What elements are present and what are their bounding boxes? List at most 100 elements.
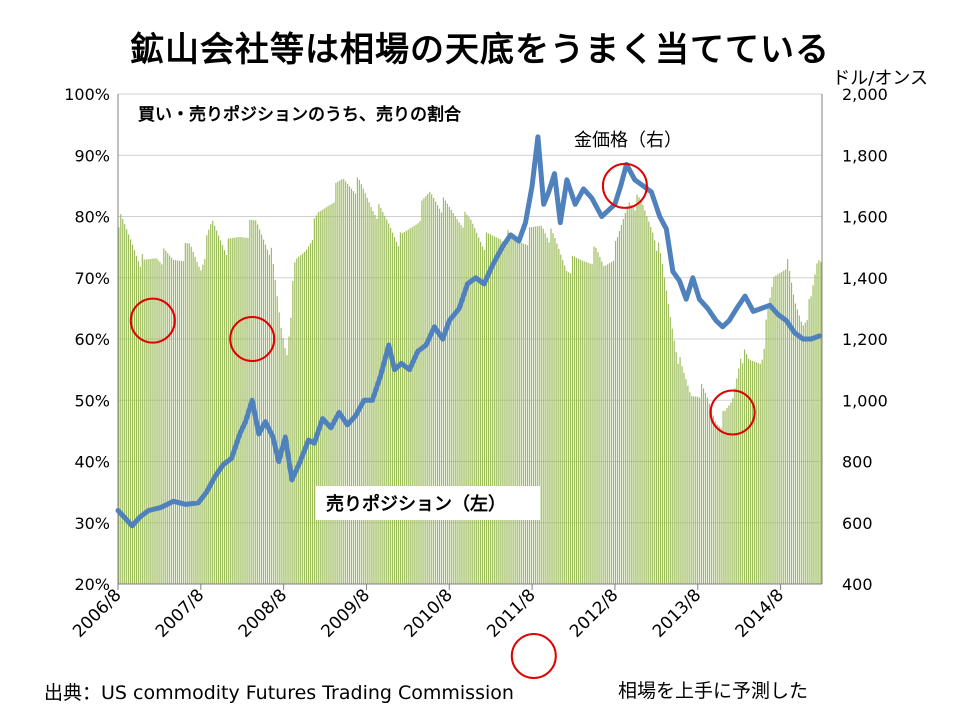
- bar: [495, 237, 497, 584]
- right-tick-label: 800: [842, 453, 873, 472]
- bar: [722, 411, 724, 584]
- bar: [304, 251, 306, 584]
- bar: [589, 263, 591, 584]
- bar: [493, 236, 495, 584]
- bar: [309, 243, 312, 584]
- bar: [820, 261, 822, 584]
- bar: [685, 379, 687, 584]
- bar: [683, 372, 685, 584]
- bar: [122, 219, 124, 584]
- bar: [650, 227, 652, 585]
- bar: [489, 234, 491, 584]
- bar: [300, 255, 302, 584]
- bar: [266, 249, 269, 584]
- bar: [675, 352, 677, 584]
- bar: [749, 360, 752, 584]
- bar: [491, 235, 493, 584]
- bar: [753, 361, 755, 584]
- right-tick-label: 1,600: [842, 208, 888, 227]
- bar: [176, 260, 179, 584]
- bar: [393, 237, 396, 585]
- bar: [532, 226, 534, 584]
- bar: [681, 366, 683, 584]
- bar: [413, 225, 415, 584]
- bar: [669, 317, 671, 584]
- bar: [712, 415, 714, 584]
- bar: [278, 312, 280, 584]
- bar: [452, 213, 454, 584]
- x-tick-label: 2012/8: [566, 585, 622, 641]
- bar: [243, 237, 245, 585]
- bar: [435, 201, 437, 584]
- bar: [131, 244, 134, 584]
- bar: [718, 426, 720, 584]
- bar: [384, 215, 386, 585]
- bar: [354, 193, 357, 585]
- bar: [659, 253, 662, 584]
- bar: [624, 212, 626, 585]
- bar: [225, 255, 227, 584]
- bar: [646, 216, 648, 584]
- bar: [501, 241, 503, 584]
- bar: [519, 242, 521, 584]
- legend-box: [128, 96, 534, 130]
- prediction-note: 相場を上手に予測した: [618, 680, 809, 702]
- bar: [292, 280, 294, 584]
- bar: [419, 221, 421, 584]
- bar: [564, 265, 566, 584]
- red-circle-marker: [510, 633, 557, 679]
- bar: [677, 363, 679, 584]
- bar: [536, 226, 538, 584]
- bar: [511, 234, 513, 584]
- short-position-label: 売りポジション（左）: [326, 493, 506, 515]
- bar: [542, 228, 544, 584]
- bar: [622, 219, 624, 584]
- bar: [464, 211, 466, 584]
- bar: [180, 260, 182, 584]
- bar: [438, 208, 441, 584]
- bar: [525, 244, 527, 584]
- left-tick-label: 90%: [74, 146, 110, 165]
- bar: [742, 363, 744, 584]
- bar: [593, 246, 595, 584]
- bar: [143, 259, 145, 584]
- bar: [425, 196, 427, 584]
- bar: [182, 261, 184, 584]
- bar: [403, 232, 405, 585]
- bar: [245, 237, 247, 584]
- bar: [229, 238, 231, 584]
- bar: [478, 237, 480, 584]
- bar: [378, 204, 380, 584]
- bar: [317, 212, 319, 584]
- bar: [184, 243, 186, 584]
- bar: [687, 385, 689, 584]
- bar: [335, 182, 337, 584]
- bar: [544, 233, 546, 584]
- bar: [118, 227, 120, 584]
- bar: [257, 224, 259, 584]
- bar: [352, 191, 355, 584]
- bar: [155, 258, 157, 584]
- bar: [812, 285, 814, 584]
- bar: [376, 218, 378, 584]
- bar: [550, 228, 552, 584]
- bar: [546, 237, 548, 584]
- bar: [298, 256, 300, 584]
- bar: [738, 368, 740, 584]
- bar: [427, 194, 429, 584]
- source-note: 出典：US commodity Futures Trading Commissi…: [44, 682, 514, 704]
- left-tick-label: 100%: [64, 85, 110, 104]
- bar: [581, 260, 583, 584]
- bar: [349, 186, 351, 584]
- bar: [708, 403, 710, 584]
- bar: [319, 211, 321, 584]
- bar: [699, 397, 701, 584]
- bar-series-short-position-ratio: [118, 177, 822, 585]
- bar: [728, 405, 730, 584]
- red-circle-marker: [601, 162, 648, 209]
- bar: [726, 408, 728, 584]
- bar: [785, 269, 787, 584]
- bar: [126, 229, 128, 584]
- bar: [178, 260, 181, 584]
